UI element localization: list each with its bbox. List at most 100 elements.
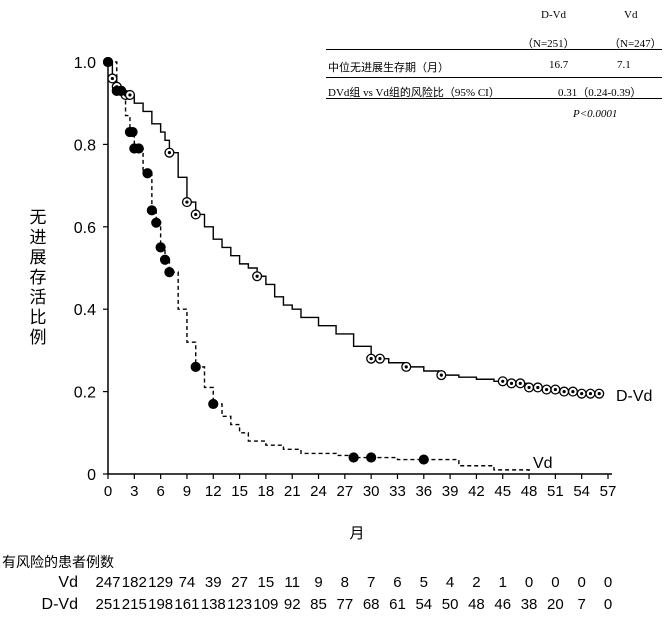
risk-cell: 85: [310, 596, 327, 613]
censor-mark-d-vd: [366, 353, 377, 364]
risk-row-label: D-Vd: [41, 596, 78, 613]
risk-cell: 11: [284, 574, 300, 591]
x-tick-label: 0: [104, 483, 112, 500]
x-axis-label: 月: [349, 524, 364, 542]
summary-rule-top: [326, 49, 662, 50]
risk-cell: 7: [577, 596, 586, 613]
x-tick-label: 48: [521, 483, 538, 500]
axes: 0 3 6 9 12 15 18 21 24 27 30 33 36 39 42 45 48 51 54 5700.2…: [74, 55, 617, 500]
risk-cell: 215: [121, 596, 147, 613]
y-axis-label-char: 活: [29, 288, 47, 308]
series-label-d-vd: D-Vd: [616, 388, 652, 405]
censor-mark-d-vd: [541, 384, 552, 395]
censor-mark-vd: [133, 143, 144, 154]
risk-cell: 74: [178, 574, 196, 591]
risk-cell: 9: [314, 574, 323, 591]
censor-mark-d-vd: [532, 382, 543, 393]
censor-mark-d-vd: [107, 73, 118, 84]
risk-cell: 1: [498, 574, 507, 591]
summary-col-dvd: D-Vd: [541, 9, 567, 21]
risk-cell: 15: [257, 574, 275, 591]
y-tick-label: 0.2: [74, 385, 96, 402]
censor-mark-vd: [127, 126, 138, 138]
risk-cell: 20: [547, 596, 564, 613]
summary-row1-vd: 7.1: [617, 59, 631, 71]
summary-row2-label: DVd组 vs Vd组的风险比（95% CI）: [328, 87, 500, 99]
censor-mark-d-vd: [497, 376, 508, 387]
x-tick-label: 3: [130, 483, 138, 500]
risk-cell: 0: [603, 596, 613, 613]
risk-cell: 109: [253, 596, 279, 613]
summary-n-vd: （N=247）: [609, 38, 662, 50]
censor-mark-vd: [146, 205, 157, 216]
x-tick-label: 45: [494, 483, 511, 500]
summary-rule-mid: [326, 77, 662, 78]
censor-mark-d-vd: [164, 147, 175, 158]
censor-marks: [102, 56, 605, 465]
summary-rule-bottom: [326, 98, 662, 99]
censor-mark-d-vd: [559, 386, 570, 397]
censor-mark-d-vd: [190, 209, 201, 220]
summary-col-vd: Vd: [624, 9, 638, 21]
x-tick-label: 9: [183, 483, 191, 500]
y-axis-label-char: 比: [29, 308, 47, 328]
x-tick-label: 57: [600, 483, 617, 500]
risk-cell: 0: [551, 574, 560, 591]
x-tick-label: 15: [231, 483, 248, 500]
y-tick-label: 1.0: [74, 55, 96, 72]
x-tick-label: 12: [205, 483, 222, 500]
censor-mark-vd: [348, 452, 359, 463]
risk-cell: 0: [603, 574, 613, 591]
censor-mark-d-vd: [181, 197, 192, 208]
censor-mark-vd: [159, 254, 171, 265]
series-label-vd: Vd: [533, 455, 553, 472]
censor-mark-vd: [208, 398, 219, 410]
x-tick-label: 42: [468, 483, 485, 500]
x-tick-label: 18: [258, 483, 275, 500]
y-axis-label-char: 进: [29, 228, 47, 248]
censor-mark-d-vd: [436, 370, 447, 381]
risk-cell: 46: [494, 596, 512, 613]
risk-cell: 50: [441, 596, 459, 613]
risk-cell: 7: [366, 574, 376, 591]
risk-cell: 54: [415, 596, 433, 613]
censor-mark-d-vd: [401, 361, 412, 372]
x-tick-label: 39: [442, 483, 459, 500]
censor-mark-d-vd: [124, 89, 135, 101]
risk-cell: 123: [227, 596, 253, 613]
risk-cell: 27: [231, 574, 248, 591]
y-axis-label-char: 无: [29, 208, 47, 228]
summary-row1-label: 中位无进展生存期（月）: [328, 62, 449, 74]
risk-cell: 61: [389, 596, 406, 613]
censor-mark-d-vd: [524, 382, 535, 393]
censor-mark-d-vd: [576, 388, 587, 399]
censor-mark-vd: [102, 56, 114, 68]
censor-mark-d-vd: [567, 386, 578, 397]
censor-mark-vd: [366, 452, 377, 463]
risk-cell: 92: [283, 596, 301, 613]
risk-cell: 251: [95, 596, 121, 613]
risk-cell: 38: [520, 596, 538, 613]
censor-mark-vd: [142, 168, 153, 179]
risk-row-label: Vd: [58, 574, 78, 591]
risk-cell: 8: [340, 574, 349, 591]
x-tick-label: 24: [310, 483, 327, 500]
x-tick-label: 6: [156, 483, 164, 500]
risk-cell: 68: [362, 596, 380, 613]
censor-mark-vd: [164, 267, 175, 278]
risk-cell: 5: [419, 574, 428, 591]
censor-mark-d-vd: [506, 378, 517, 389]
censor-mark-vd: [155, 242, 166, 253]
summary-row1-dvd: 16.7: [549, 59, 569, 71]
risk-cell: 77: [336, 596, 354, 613]
risk-cell: 2: [472, 574, 481, 591]
y-tick-label: 0.8: [74, 137, 96, 154]
risk-cell: 39: [204, 574, 222, 591]
censor-mark-vd: [418, 454, 429, 465]
risk-cell: 48: [468, 596, 485, 613]
x-tick-label: 21: [284, 483, 301, 500]
risk-cell: 161: [174, 596, 200, 613]
x-tick-label: 27: [336, 483, 353, 500]
risk-cell: 138: [200, 596, 226, 613]
